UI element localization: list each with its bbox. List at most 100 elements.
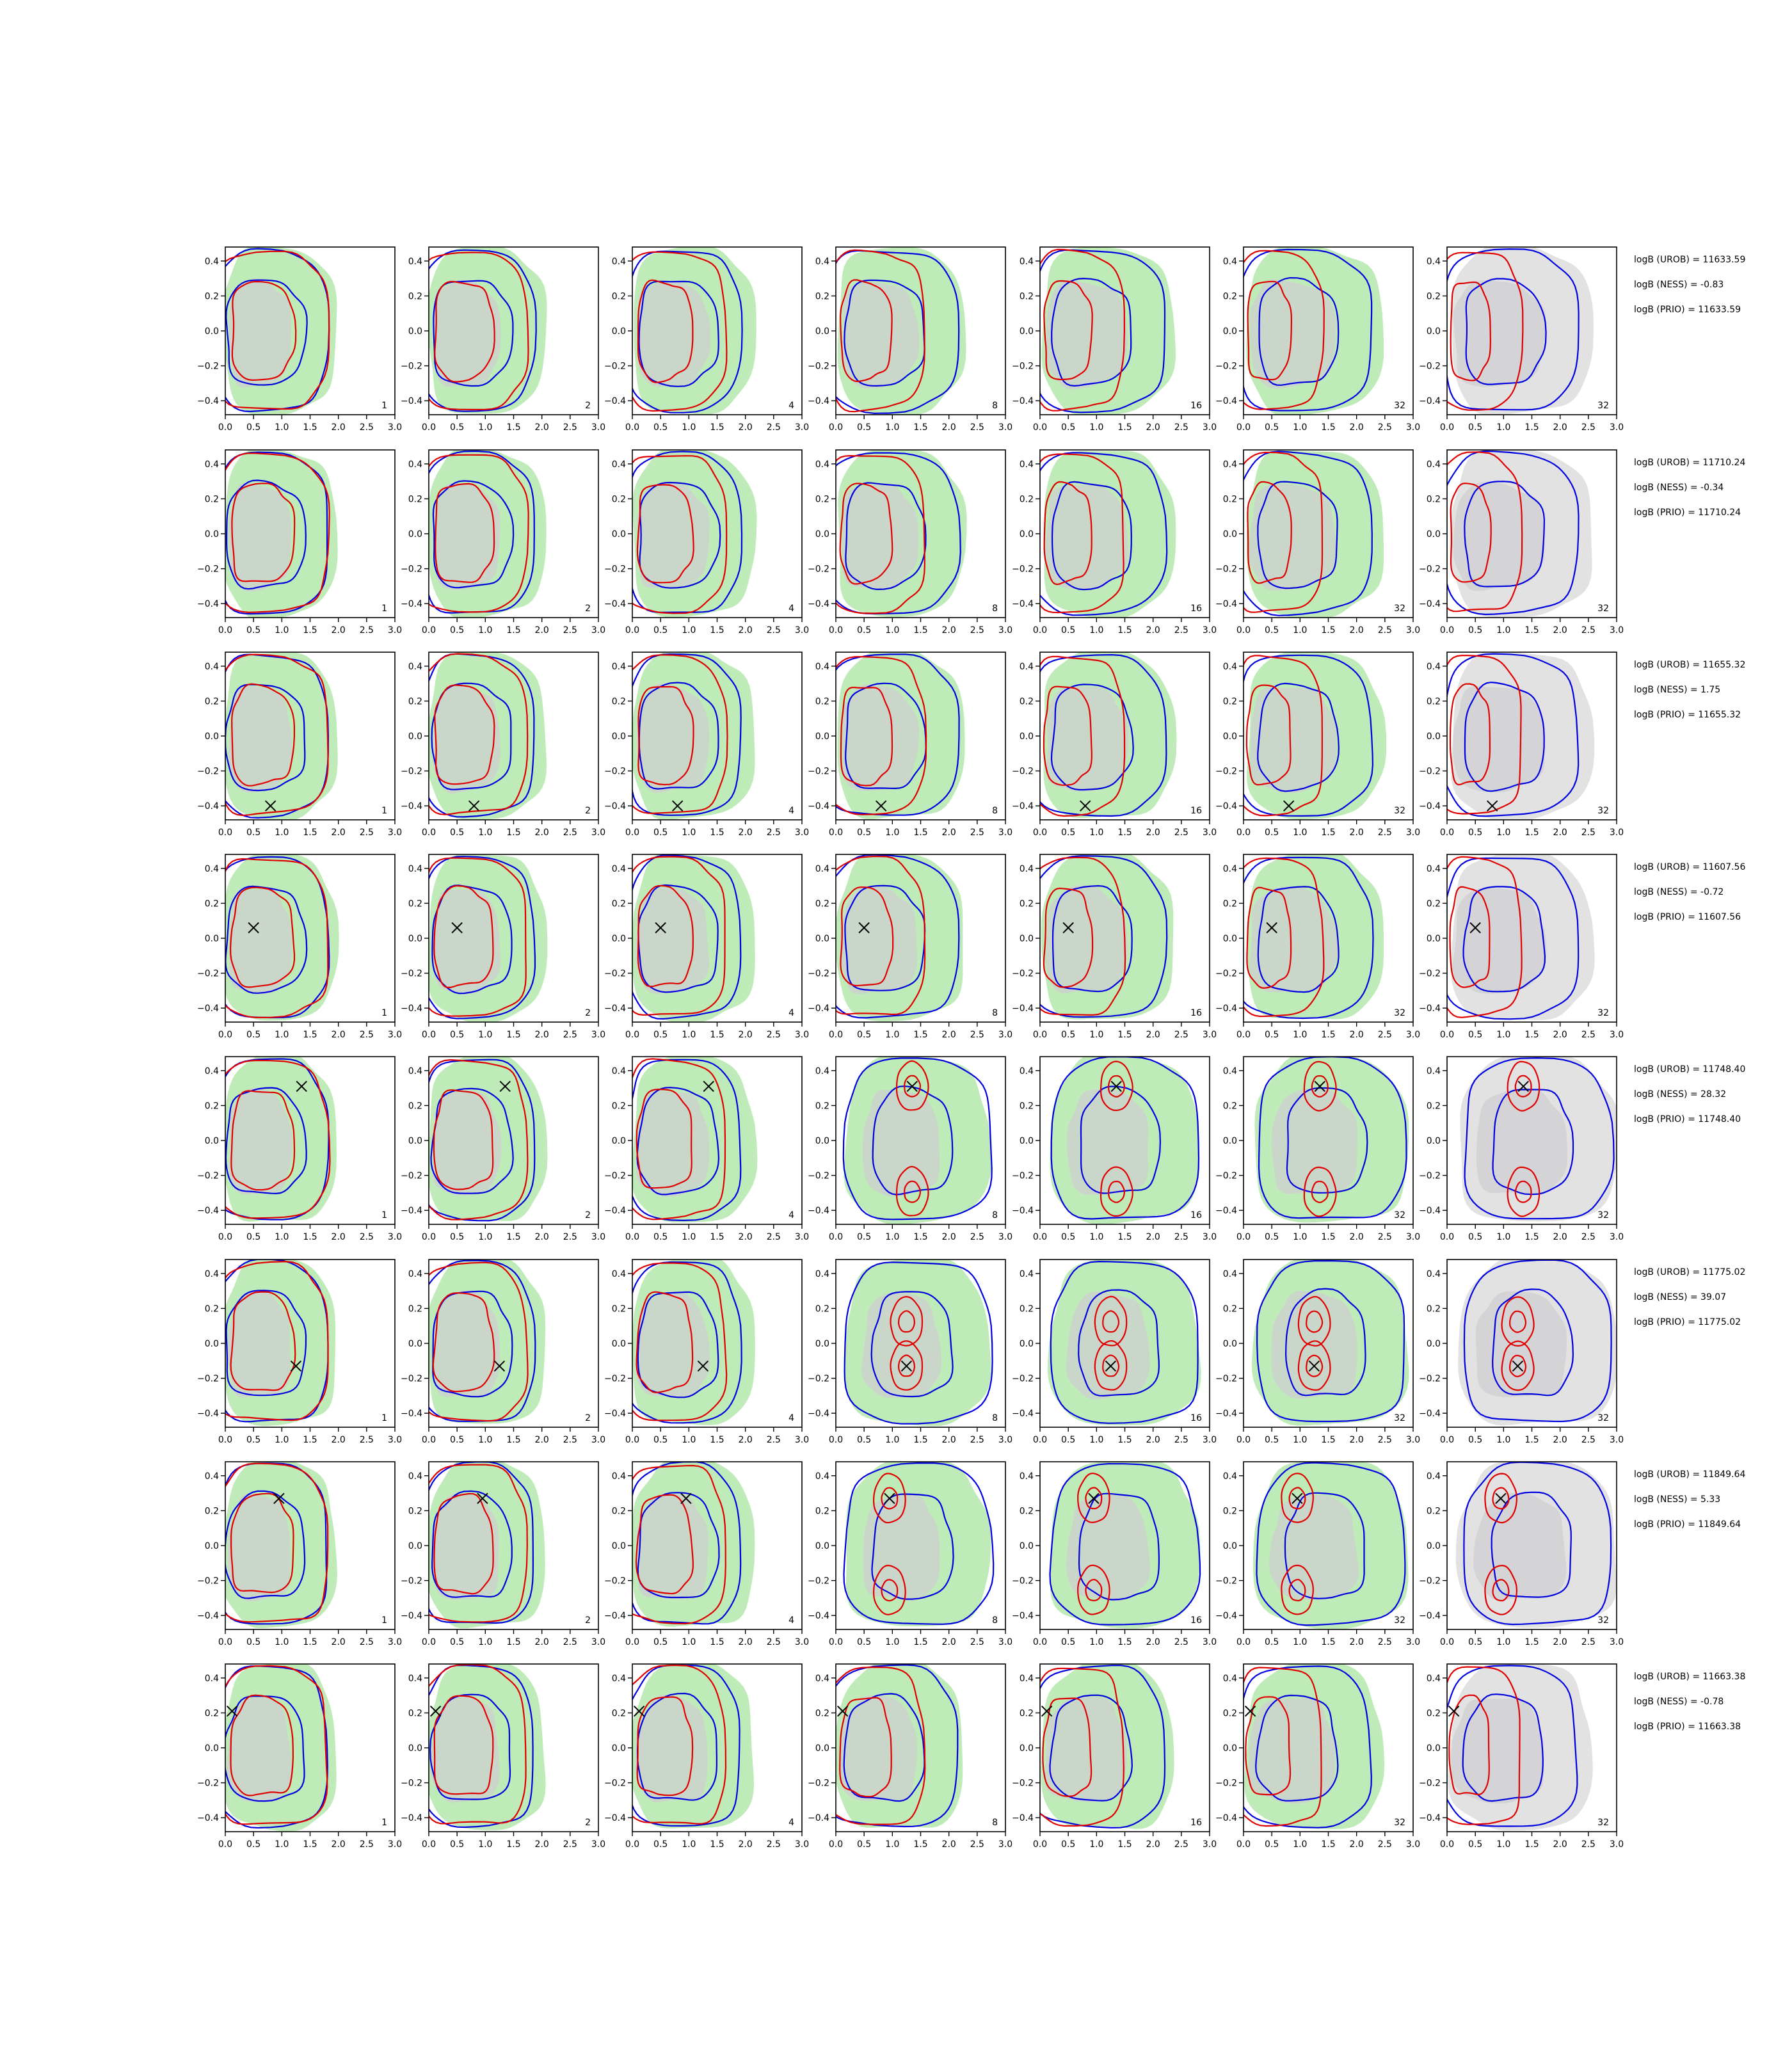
log-evidence-label: logB (NESS) = -0.34: [1634, 483, 1724, 493]
x-tick-label: 0.0: [1440, 1637, 1454, 1647]
truth-marker: [1283, 800, 1295, 812]
red-contour-mode-core: [1306, 1354, 1324, 1377]
x-tick-label: 1.5: [506, 1435, 520, 1445]
x-tick-label: 3.0: [1203, 1232, 1217, 1242]
x-tick-label: 0.0: [1440, 1030, 1454, 1040]
truth-marker: [1041, 1705, 1053, 1717]
x-tick-label: 1.5: [506, 828, 520, 838]
y-tick-label: −0.4: [808, 1409, 829, 1419]
y-tick-label: 0.4: [612, 1066, 626, 1076]
blue-contour-outer: [836, 452, 961, 615]
x-tick-label: 2.5: [360, 1435, 374, 1445]
y-tick-label: −0.2: [1419, 969, 1441, 979]
y-tick-label: 0.2: [205, 696, 219, 707]
x-tick-label: 1.0: [682, 1232, 696, 1242]
blue-contour-inner: [1078, 1289, 1160, 1397]
x-tick-label: 2.0: [332, 1839, 346, 1850]
panel-number: 32: [1597, 806, 1609, 816]
x-tick-label: 2.0: [332, 422, 346, 433]
x-tick-label: 1.5: [1524, 1030, 1539, 1040]
x-tick-label: 2.0: [1350, 1435, 1364, 1445]
x-tick-label: 2.0: [942, 1232, 956, 1242]
blue-contour-inner: [636, 1087, 720, 1196]
subplot: 0.0 0.5 1.0 1.5 2.0 2.5 3.0 0.4 0.2 0.0 −0.2 −0.4 8: [808, 1461, 1012, 1647]
y-tick-label: −0.2: [808, 1779, 829, 1789]
y-tick-label: −0.4: [1215, 1004, 1237, 1014]
red-contour-outer: [225, 858, 329, 1019]
figure-row: 0.0 0.5 1.0 1.5 2.0 2.5 3.00.40.20.0−0.2−0.4 10…: [197, 246, 1745, 433]
panel-number: 8: [992, 604, 998, 614]
blue-contour-outer: [1258, 1057, 1407, 1219]
blue-contour-inner: [225, 885, 308, 994]
subplot: 0.0 0.5 1.0 1.5 2.0 2.5 3.0 0.4 0.2 0.0 −0.2 −0.4 4: [604, 854, 809, 1040]
x-tick-label: 3.0: [795, 422, 809, 433]
x-tick-label: 3.0: [591, 1839, 605, 1850]
x-tick-label: 0.5: [450, 1839, 464, 1850]
truth-marker: [1292, 1492, 1303, 1505]
red-contour-outer: [429, 1261, 529, 1422]
y-tick-label: −0.4: [401, 1611, 422, 1621]
red-contour-mode-core: [1288, 1487, 1306, 1510]
x-tick-label: 2.5: [1581, 1839, 1596, 1850]
subplot: 0.0 0.5 1.0 1.5 2.0 2.5 3.0 0.4 0.2 0.0 −0.2 −0.4 32: [1419, 449, 1624, 636]
blue-contour-outer: [1244, 856, 1374, 1020]
x-tick-label: 1.5: [506, 422, 520, 433]
x-tick-label: 1.5: [913, 1435, 927, 1445]
blue-contour-outer: [429, 450, 535, 614]
y-tick-label: 0.2: [408, 696, 422, 707]
panel-number: 32: [1394, 1413, 1405, 1423]
x-tick-label: 0.0: [422, 1839, 436, 1850]
blue-contour-outer: [632, 854, 742, 1020]
log-evidence-label: logB (NESS) = 28.32: [1634, 1089, 1726, 1100]
core-fill: [840, 281, 920, 388]
core-fill: [229, 888, 292, 995]
x-tick-label: 1.5: [1117, 1435, 1132, 1445]
x-tick-label: 1.5: [1321, 1435, 1335, 1445]
y-tick-label: −0.4: [604, 599, 626, 609]
x-tick-label: 1.0: [275, 1637, 289, 1647]
y-tick-label: −0.2: [401, 969, 422, 979]
y-tick-label: −0.2: [1419, 767, 1441, 777]
subplot: 0.0 0.5 1.0 1.5 2.0 2.5 3.0 0.4 0.2 0.0 −0.2 −0.4 2: [401, 652, 605, 838]
core-fill: [637, 281, 711, 387]
panel-number: 32: [1597, 604, 1609, 614]
y-tick-label: 0.0: [815, 1541, 829, 1551]
x-tick-label: 0.0: [1236, 1637, 1251, 1647]
y-tick-label: 0.4: [1020, 1066, 1034, 1076]
core-fill: [228, 483, 291, 592]
red-contour-inner: [434, 280, 495, 383]
y-tick-label: −0.2: [197, 362, 219, 372]
x-tick-label: 0.5: [653, 1435, 668, 1445]
red-contour-inner: [1247, 280, 1293, 381]
x-tick-label: 0.0: [218, 625, 232, 636]
blue-contour-inner: [637, 1291, 719, 1398]
y-tick-label: −0.2: [1012, 1576, 1034, 1587]
y-tick-label: 0.4: [612, 1471, 626, 1482]
red-contour-mode: [1303, 1166, 1337, 1217]
x-tick-label: 2.5: [1174, 1839, 1188, 1850]
subplot: 0.0 0.5 1.0 1.5 2.0 2.5 3.0 0.4 0.2 0.0 −0.2 −0.4 32: [1419, 854, 1624, 1040]
core-fill: [1250, 687, 1337, 793]
red-contour-outer: [836, 249, 925, 413]
panel-number: 2: [585, 1210, 591, 1220]
y-tick-label: 0.0: [612, 1136, 626, 1146]
core-fill: [1271, 1290, 1357, 1399]
x-tick-label: 0.5: [1468, 1030, 1482, 1040]
panel-number: 4: [788, 604, 794, 614]
y-tick-label: 0.4: [1427, 1674, 1441, 1684]
blue-contour-outer: [632, 451, 743, 613]
red-contour-mode: [872, 1473, 906, 1524]
x-tick-label: 1.0: [1089, 1435, 1103, 1445]
x-tick-label: 0.0: [422, 1232, 436, 1242]
x-tick-label: 2.5: [360, 625, 374, 636]
panel-number: 2: [585, 1008, 591, 1018]
x-tick-label: 2.0: [1553, 1637, 1567, 1647]
blue-contour-inner: [225, 1087, 307, 1195]
y-tick-label: −0.2: [197, 969, 219, 979]
x-tick-label: 0.5: [1468, 828, 1482, 838]
subplot: 0.0 0.5 1.0 1.5 2.0 2.5 3.0 0.4 0.2 0.0 −0.2 −0.4 2: [401, 1461, 605, 1647]
y-tick-label: 0.2: [815, 696, 829, 707]
red-contour-mode-core: [1311, 1075, 1329, 1098]
x-tick-label: 1.5: [710, 625, 724, 636]
x-tick-label: 0.0: [422, 1030, 436, 1040]
